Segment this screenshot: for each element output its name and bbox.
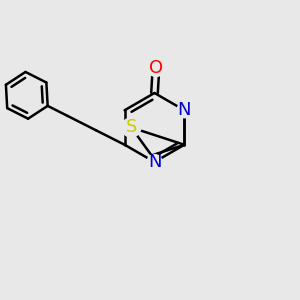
Text: O: O (149, 58, 163, 76)
Circle shape (147, 154, 162, 169)
Circle shape (122, 118, 141, 137)
Text: N: N (178, 101, 191, 119)
Circle shape (177, 103, 192, 118)
Text: S: S (126, 118, 137, 136)
Text: N: N (148, 153, 161, 171)
Circle shape (147, 58, 165, 76)
